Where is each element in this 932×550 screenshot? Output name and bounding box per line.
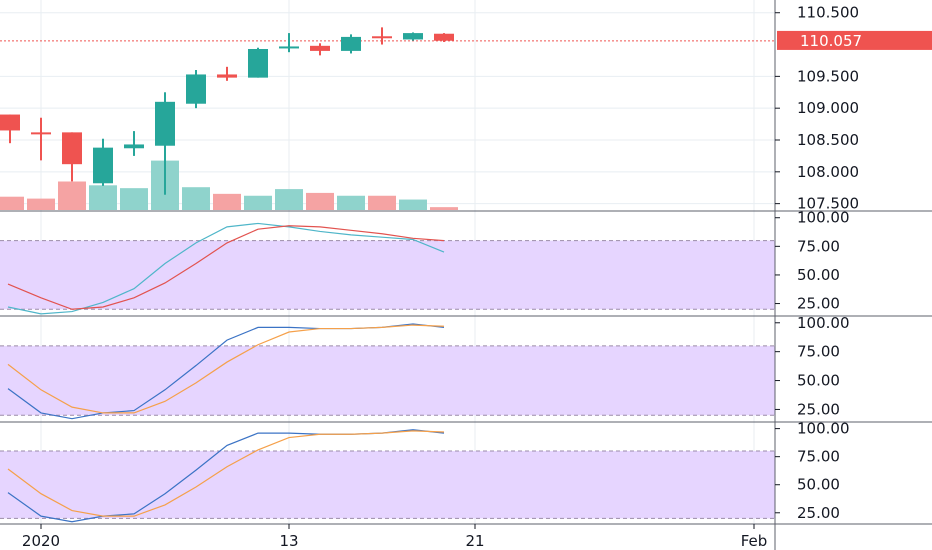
volume-bar [399,199,427,210]
oscillator-tick-label: 100.00 [797,209,850,227]
last-price-badge-box [777,30,932,50]
candle-body[interactable] [279,46,299,49]
overbought-oversold-band [0,240,775,310]
volume-bar [58,181,86,210]
price-tick-label: 109.000 [797,99,859,117]
candle-body[interactable] [372,36,392,39]
price-tick-label: 109.500 [797,67,859,85]
candle-body[interactable] [434,33,454,41]
oscillator-tick-label: 25.00 [797,504,840,522]
volume-bar [368,195,396,210]
candle-body[interactable] [248,49,268,78]
candle-body[interactable] [62,132,82,165]
oscillator-tick-label: 50.00 [797,476,840,494]
time-tick-label: 2020 [22,532,60,550]
oscillator-tick-label: 100.00 [797,314,850,332]
candle-body[interactable] [217,74,237,78]
candle-body[interactable] [155,101,175,146]
candle-body[interactable] [186,74,206,104]
candle-body[interactable] [31,132,51,135]
price-tick-label: 107.500 [797,195,859,213]
volume-bar [430,207,458,210]
oscillator-lines [7,222,445,523]
price-tick-label: 108.000 [797,163,859,181]
candle-body[interactable] [310,45,330,51]
volume-bar [0,196,24,210]
oscillator-tick-label: 25.00 [797,295,840,313]
oscillator-tick-label: 25.00 [797,400,840,418]
time-tick-label: 21 [465,532,484,550]
overbought-oversold-band [0,451,775,519]
candlestick-series[interactable] [0,27,454,195]
candle-body[interactable] [93,147,113,184]
oscillator-tick-label: 75.00 [797,237,840,255]
volume-bar [213,193,241,210]
last-price-badge: 110.057 [777,30,932,50]
oscillator-tick-label: 100.00 [797,420,850,438]
volume-bar [89,185,117,210]
price-tick-label: 108.500 [797,131,859,149]
price-tick-label: 110.500 [797,4,859,22]
volume-bar [27,198,55,210]
candle-body[interactable] [124,144,144,149]
oscillator-bands [0,240,775,519]
volume-bar [306,192,334,210]
volume-bar [275,189,303,210]
last-price-badge-text: 110.057 [800,32,862,50]
oscillator-tick-label: 50.00 [797,266,840,284]
volume-bar [182,187,210,210]
volume-bar [337,195,365,210]
oscillator-line [7,324,445,414]
volume-bar [244,195,272,210]
time-tick-label: Feb [741,532,768,550]
candle-body[interactable] [0,114,20,131]
oscillator-line [7,225,445,310]
oscillator-line [7,430,445,517]
volume-bar [120,188,148,210]
time-tick-label: 13 [279,532,298,550]
time-axis[interactable]: 2020 13 21 Feb [22,524,767,550]
oscillator-tick-label: 75.00 [797,343,840,361]
overbought-oversold-band [0,345,775,416]
price-axis[interactable]: 107.500 108.000 108.500 109.000 109.500 110.5… [775,4,859,522]
oscillator-tick-label: 75.00 [797,448,840,466]
oscillator-tick-label: 50.00 [797,372,840,390]
candle-body[interactable] [403,33,423,40]
candle-body[interactable] [341,36,361,51]
